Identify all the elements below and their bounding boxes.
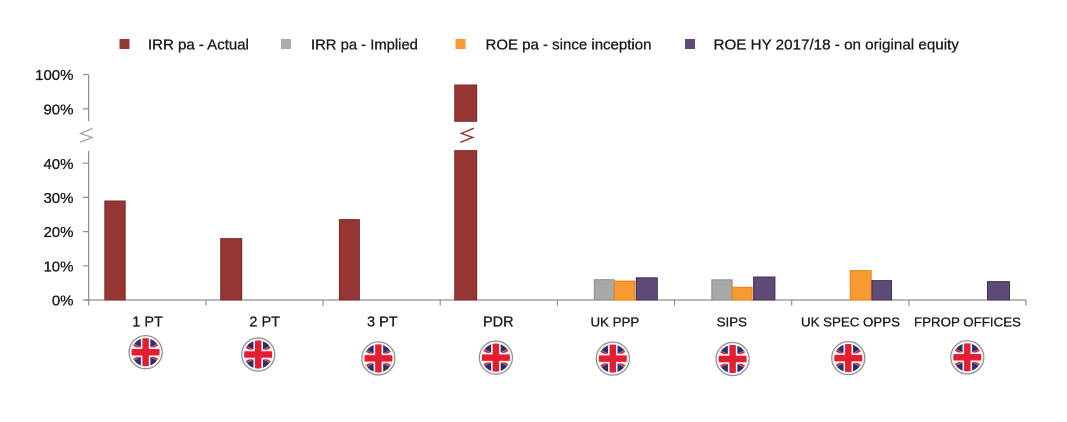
svg-text:1 PT: 1 PT xyxy=(132,315,163,331)
svg-text:IRR pa - Implied: IRR pa - Implied xyxy=(311,37,418,53)
svg-text:20%: 20% xyxy=(43,224,73,241)
svg-text:IRR pa - Actual: IRR pa - Actual xyxy=(148,36,249,53)
svg-text:ROE pa - since inception: ROE pa - since inception xyxy=(486,36,652,53)
svg-text:UK SPEC OPPS: UK SPEC OPPS xyxy=(801,315,900,330)
svg-text:0%: 0% xyxy=(52,293,74,310)
svg-text:3 PT: 3 PT xyxy=(367,315,398,331)
svg-text:UK PPP: UK PPP xyxy=(591,315,640,330)
svg-text:90%: 90% xyxy=(43,102,73,119)
svg-text:40%: 40% xyxy=(43,156,73,173)
svg-text:100%: 100% xyxy=(35,67,73,84)
svg-text:PDR: PDR xyxy=(483,315,514,331)
svg-text:FPROP OFFICES: FPROP OFFICES xyxy=(914,315,1021,330)
svg-text:SIPS: SIPS xyxy=(717,315,747,330)
svg-text:2 PT: 2 PT xyxy=(249,315,280,331)
svg-text:10%: 10% xyxy=(43,258,73,275)
svg-text:ROE HY 2017/18 - on original e: ROE HY 2017/18 - on original equity xyxy=(714,36,960,53)
svg-text:30%: 30% xyxy=(43,190,73,207)
